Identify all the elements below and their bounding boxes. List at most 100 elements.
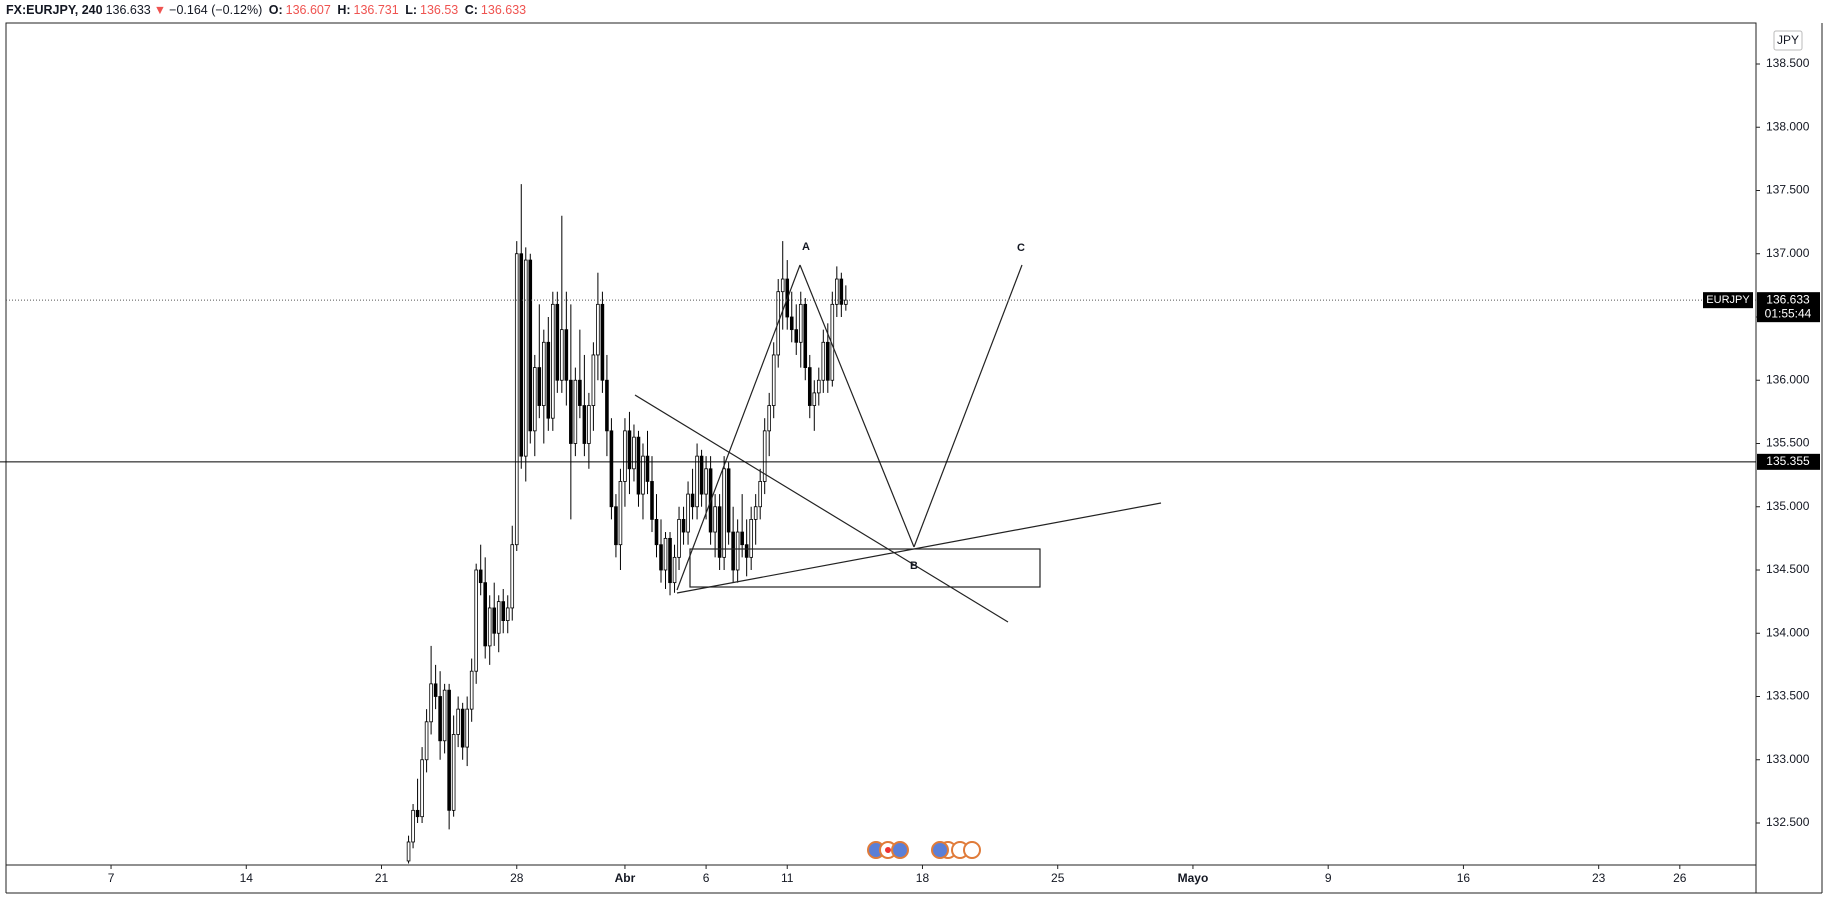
candle-body — [600, 303, 605, 381]
y-tick-label: 137.000 — [1766, 246, 1810, 260]
candle-body — [623, 430, 627, 482]
candle-body — [839, 278, 844, 305]
candle-body — [618, 481, 623, 546]
x-tick-label: 9 — [1325, 871, 1332, 885]
close-value: 136.633 — [480, 3, 527, 17]
candle-body — [532, 367, 537, 432]
y-tick-label: 136.000 — [1766, 372, 1810, 386]
change: −0.164 (−0.12%) — [169, 3, 263, 17]
candle-body — [844, 299, 848, 305]
candle-body — [483, 582, 487, 647]
candle-body — [740, 531, 744, 546]
candle-body — [789, 316, 794, 331]
candle-body — [614, 506, 618, 546]
candle-body — [735, 531, 740, 571]
candle-body — [835, 278, 839, 305]
price-box — [1757, 453, 1820, 470]
candle-body — [578, 379, 582, 406]
candle-body — [668, 537, 672, 584]
x-tick-label: Mayo — [1178, 871, 1209, 885]
candle-body — [749, 518, 753, 558]
candle-body — [406, 841, 411, 862]
candle-body — [456, 708, 460, 735]
candle-body — [528, 259, 533, 432]
symbol-tag — [1703, 292, 1753, 309]
candle-body — [438, 696, 442, 742]
candle-body — [429, 683, 433, 723]
candle-body — [474, 569, 478, 672]
candle-body — [519, 253, 524, 457]
symbol-tag-label: EURJPY — [1706, 294, 1750, 306]
candle-body — [596, 303, 600, 356]
candle-body — [690, 493, 695, 508]
candle-body — [505, 607, 510, 621]
candle-body — [415, 809, 420, 818]
candle-body — [433, 683, 438, 697]
candle-body — [510, 544, 515, 609]
candle-body — [731, 531, 735, 571]
high-value: 136.731 — [353, 3, 399, 17]
x-tick-label: 21 — [375, 871, 389, 885]
wave-label: A — [802, 241, 810, 253]
zone-box — [689, 548, 1041, 588]
candle-body — [794, 329, 799, 343]
candle-body — [582, 405, 587, 444]
candle-body — [686, 493, 690, 533]
x-tick-label: 11 — [781, 871, 794, 885]
trend-line — [634, 394, 1009, 623]
y-tick-label: 135.500 — [1766, 436, 1810, 450]
candle-body — [442, 689, 447, 742]
currency-box[interactable] — [1773, 30, 1803, 51]
x-tick-label: 6 — [703, 871, 710, 885]
event-icon[interactable] — [931, 841, 949, 859]
event-icon[interactable] — [963, 841, 981, 859]
candle-body — [650, 481, 654, 520]
candle-body — [465, 708, 469, 748]
currency: JPY — [1777, 33, 1799, 47]
event-icon[interactable] — [891, 841, 909, 859]
x-tick-label: 16 — [1457, 871, 1471, 885]
event-icon-dot — [885, 847, 891, 853]
price-box — [1757, 292, 1820, 323]
candle-body — [591, 354, 596, 406]
candle-body — [753, 506, 758, 520]
candle-body — [780, 278, 785, 293]
candle-body — [771, 354, 776, 406]
candle-body — [762, 430, 767, 482]
high-label: H: — [337, 3, 351, 17]
candle-body — [704, 468, 708, 495]
x-tick-label: 23 — [1592, 871, 1606, 885]
candle-body — [726, 468, 731, 533]
candle-body — [663, 537, 668, 571]
price-box-label: 136.633 — [1766, 292, 1810, 306]
y-tick-label: 138.500 — [1766, 56, 1810, 70]
candle-body — [605, 379, 609, 432]
candle-body — [767, 405, 771, 432]
trend-line — [913, 264, 1023, 548]
trend-line — [676, 502, 1162, 594]
header: FX:EURJPY, 240 136.633 ▼ −0.164 (−0.12%) O:… — [6, 3, 529, 17]
candle-body — [551, 303, 555, 419]
candle-body — [717, 506, 722, 558]
candle-body — [501, 601, 506, 621]
candle-body — [798, 303, 803, 343]
symbol: FX:EURJPY, 240 — [6, 3, 103, 17]
last-price: 136.633 — [105, 3, 151, 17]
candle-body — [713, 506, 717, 533]
candles — [406, 184, 848, 864]
candle-body — [645, 455, 650, 482]
change-arrow: ▼ — [153, 3, 167, 17]
candle-body — [542, 341, 546, 406]
event-icons[interactable] — [867, 841, 981, 859]
x-tick-label: 7 — [108, 871, 115, 885]
low-label: L: — [405, 3, 417, 17]
countdown: 01:55:44 — [1765, 306, 1812, 320]
y-tick-label: 132.500 — [1766, 815, 1810, 829]
candle-body — [654, 518, 659, 546]
candle-body — [677, 518, 681, 558]
candle-body — [695, 455, 699, 508]
y-tick-label: 133.500 — [1766, 689, 1810, 703]
x-tick-label: 28 — [510, 871, 524, 885]
candle-body — [816, 379, 821, 394]
